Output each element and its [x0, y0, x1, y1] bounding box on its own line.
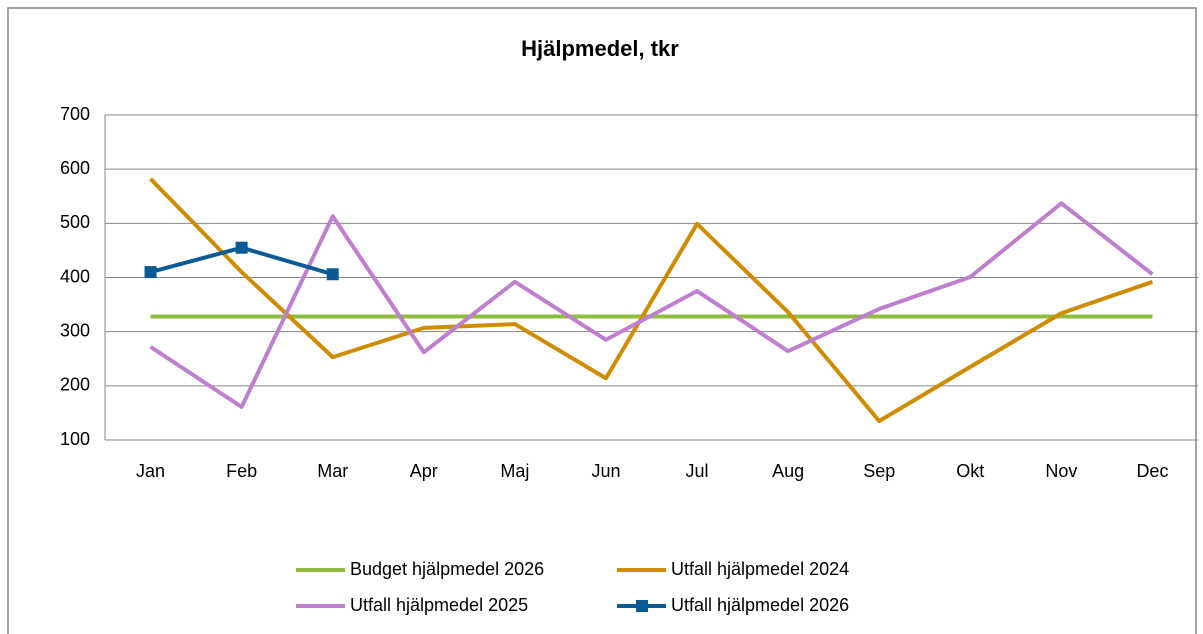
x-tick-label: Mar — [317, 461, 348, 481]
y-tick-label: 600 — [60, 158, 90, 178]
point-marker — [235, 241, 248, 254]
y-tick-label: 200 — [60, 375, 90, 395]
legend-label: Utfall hjälpmedel 2026 — [671, 595, 849, 615]
x-tick-label: Okt — [956, 461, 984, 481]
legend-marker — [636, 600, 648, 612]
legend-label: Utfall hjälpmedel 2024 — [671, 559, 849, 579]
line-series — [149, 201, 1154, 409]
legend-label: Utfall hjälpmedel 2025 — [350, 595, 528, 615]
x-tick-label: Sep — [863, 461, 895, 481]
x-tick-label: Jun — [591, 461, 620, 481]
y-tick-label: 700 — [60, 104, 90, 124]
point-marker — [326, 268, 339, 281]
x-tick-label: Aug — [772, 461, 804, 481]
point-marker — [144, 266, 157, 279]
x-tick-label: Feb — [226, 461, 257, 481]
y-tick-label: 100 — [60, 429, 90, 449]
chart-border — [7, 7, 1197, 634]
y-tick-label: 500 — [60, 212, 90, 232]
y-tick-label: 400 — [60, 266, 90, 286]
x-tick-label: Dec — [1136, 461, 1168, 481]
x-tick-label: Maj — [500, 461, 529, 481]
x-tick-label: Apr — [410, 461, 438, 481]
line-series — [149, 177, 1154, 424]
y-tick-label: 300 — [60, 320, 90, 340]
legend-label: Budget hjälpmedel 2026 — [350, 559, 544, 579]
chart-title: Hjälpmedel, tkr — [521, 36, 679, 61]
x-tick-label: Jul — [686, 461, 709, 481]
x-tick-label: Nov — [1045, 461, 1077, 481]
x-tick-label: Jan — [136, 461, 165, 481]
